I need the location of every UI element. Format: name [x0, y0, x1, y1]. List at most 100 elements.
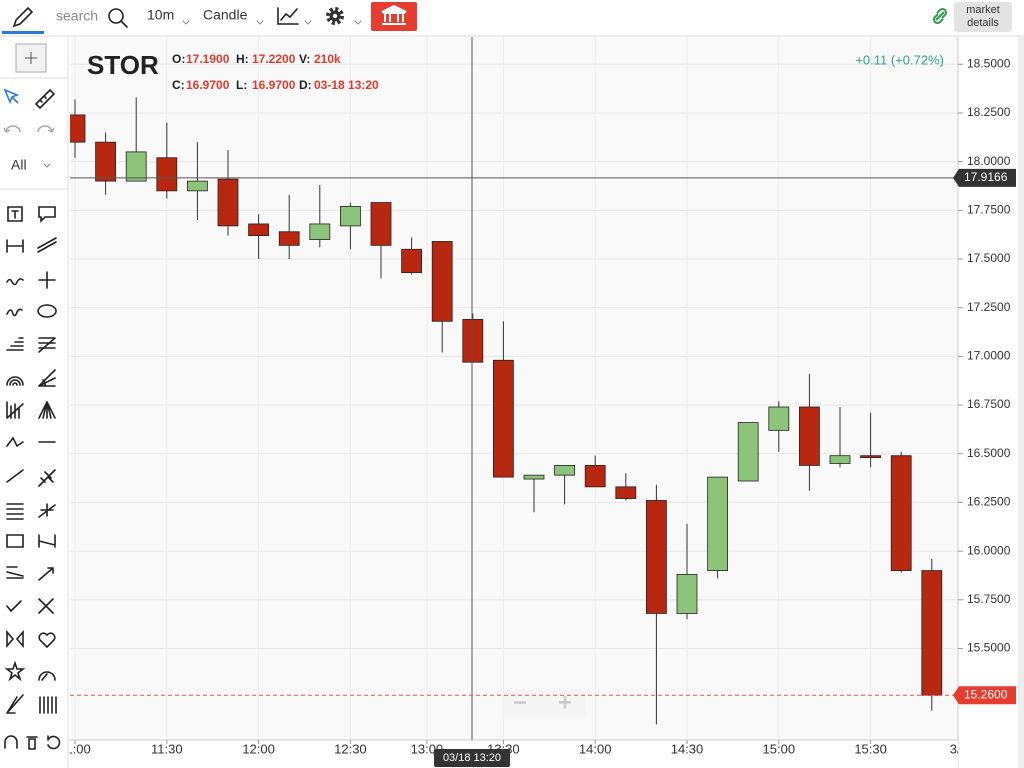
candle-body: [186, 180, 208, 192]
candle-body: [554, 465, 575, 476]
y-tick-label: 16.0000: [967, 543, 1011, 557]
drawing-tool[interactable]: [38, 469, 56, 487]
drawing-tool[interactable]: [6, 629, 24, 649]
candle-body: [492, 359, 514, 478]
tool-icon: [38, 567, 54, 581]
drawing-tool[interactable]: [6, 469, 24, 483]
crosshair-tool[interactable]: [15, 43, 47, 73]
drawing-tool[interactable]: [38, 671, 56, 681]
candle-body: [125, 151, 147, 182]
y-tick-label: 18.0000: [967, 154, 1011, 168]
drawing-tool[interactable]: [38, 337, 56, 353]
drawing-tool[interactable]: [6, 308, 23, 317]
search-icon: [108, 8, 124, 24]
link-button[interactable]: [932, 7, 948, 25]
drawing-tool[interactable]: [38, 206, 56, 223]
quote-label: V:: [299, 52, 310, 66]
tool-icon: [38, 206, 56, 223]
drawing-tool[interactable]: [6, 278, 24, 286]
drawing-tool[interactable]: [7, 206, 23, 222]
y-tick-label: 17.5000: [967, 251, 1011, 265]
tool-icon: [38, 503, 56, 518]
drawing-tool[interactable]: [38, 632, 56, 649]
candle-body: [309, 223, 331, 240]
drawing-tool[interactable]: [38, 598, 54, 614]
drawing-tool[interactable]: [47, 735, 61, 750]
drawing-tool[interactable]: [6, 503, 24, 520]
tool-icon: [6, 534, 24, 548]
tool-icon: [6, 600, 22, 613]
drawing-tool[interactable]: [6, 566, 24, 579]
drawing-tool[interactable]: [38, 567, 54, 581]
drawing-tool[interactable]: [38, 401, 56, 419]
select-tool[interactable]: [3, 88, 20, 105]
x-tick-label: 12:00: [242, 741, 275, 756]
zoom-out[interactable]: −: [513, 689, 527, 716]
drawing-tool[interactable]: [6, 436, 24, 448]
tool-icon: [6, 629, 24, 649]
drawing-tools: [4, 206, 61, 750]
y-tick-label: 16.2500: [967, 495, 1011, 509]
drawing-tool[interactable]: [37, 304, 57, 318]
tool-icon: [38, 369, 56, 387]
drawing-tool[interactable]: [6, 401, 24, 419]
bank-icon: [381, 4, 407, 25]
search-box[interactable]: search: [56, 8, 128, 28]
drawing-tool[interactable]: [38, 369, 56, 387]
redo-button[interactable]: [37, 125, 55, 133]
drawing-tool[interactable]: [38, 271, 56, 289]
draw-tool-button[interactable]: [2, 6, 44, 34]
tool-icon: [6, 436, 24, 448]
gear-teeth: [326, 7, 344, 25]
y-tick-label: 17.0000: [967, 349, 1011, 363]
undo-button[interactable]: [3, 125, 21, 133]
market-details-button[interactable]: market details: [954, 2, 1012, 32]
ruler-tool[interactable]: [34, 88, 56, 110]
drawing-filter-label: All: [11, 157, 27, 173]
y-axis: 15.5000 15.7500 16.0000 16.2500 16.5000 16.75…: [958, 56, 1011, 655]
drawing-tool[interactable]: [6, 376, 24, 386]
drawing-tool[interactable]: [38, 534, 56, 548]
tool-icon: [6, 469, 24, 483]
drawing-tool[interactable]: [4, 735, 18, 749]
tool-icon: [4, 660, 26, 682]
tool-icon: [38, 598, 54, 614]
tool-icon: [38, 671, 56, 681]
drawing-tool[interactable]: [4, 660, 26, 682]
tool-icon: [38, 271, 56, 289]
crosshair-time-bg: [434, 749, 510, 767]
quote-value: 16.9700: [186, 78, 230, 92]
candles: [70, 97, 943, 725]
crosshair-time: 03/18 13:20: [443, 752, 501, 764]
candle-body: [370, 202, 392, 246]
drawing-filter[interactable]: All: [11, 157, 51, 173]
chart-type-select[interactable]: Candle: [203, 7, 264, 25]
zoom-in[interactable]: +: [558, 689, 572, 716]
time-axis: [69, 740, 958, 768]
market-button[interactable]: [371, 2, 417, 31]
drawing-tool[interactable]: [26, 736, 38, 750]
drawing-tool[interactable]: [37, 237, 57, 253]
tool-icon: [6, 376, 24, 386]
gear-hole: [332, 13, 338, 19]
drawing-tool[interactable]: [39, 696, 57, 714]
x-tick-label: 15:30: [854, 741, 887, 756]
tool-icon: [4, 735, 18, 749]
interval-select[interactable]: 10m: [147, 7, 190, 25]
drawing-tool[interactable]: [38, 503, 56, 518]
quote-value: 16.9700: [252, 78, 296, 92]
drawing-tool[interactable]: [6, 337, 24, 351]
quote-value: 210k: [314, 52, 341, 66]
top-bar: [0, 0, 1024, 36]
y-tick-label: 15.7500: [967, 592, 1011, 606]
zoom-controls: − +: [502, 689, 586, 718]
settings-button[interactable]: [326, 7, 362, 25]
candle-body: [646, 500, 667, 614]
tool-icon: [6, 694, 24, 714]
drawing-tool[interactable]: [6, 694, 24, 714]
drawing-tool[interactable]: [6, 534, 24, 548]
drawing-tool[interactable]: [6, 239, 24, 253]
studies-button[interactable]: [277, 7, 312, 25]
drawing-tool[interactable]: [6, 600, 22, 613]
quote-label: D:: [299, 78, 312, 92]
